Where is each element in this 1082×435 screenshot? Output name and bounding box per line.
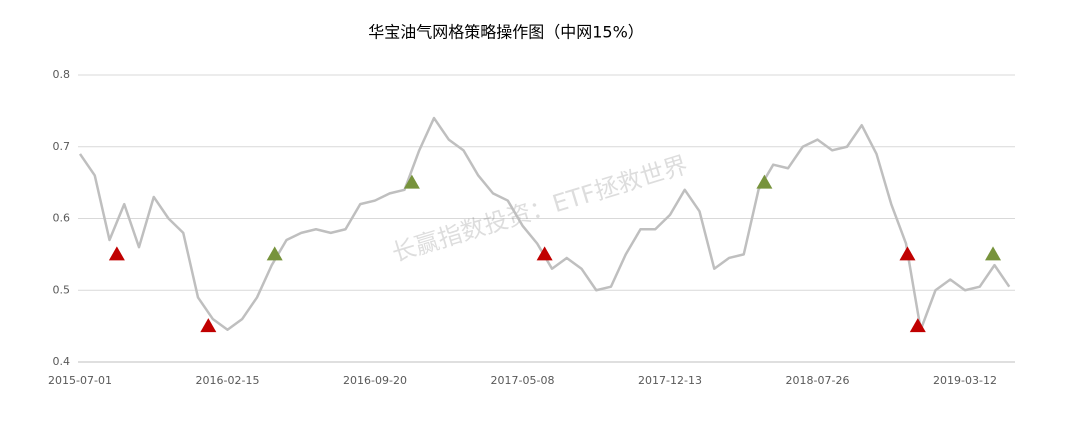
x-tick-label: 2016-02-15 — [196, 374, 260, 387]
trade-marker — [756, 174, 773, 189]
x-tick-label: 2016-09-20 — [343, 374, 407, 387]
x-tick-label: 2018-07-26 — [786, 374, 850, 387]
trade-marker — [909, 318, 926, 333]
trade-marker — [200, 318, 217, 333]
data-line — [78, 116, 1011, 331]
y-tick-label: 0.5 — [53, 283, 71, 296]
trade-marker — [985, 246, 1002, 261]
y-tick-label: 0.8 — [53, 68, 71, 81]
x-tick-label: 2015-07-01 — [48, 374, 112, 387]
trade-marker — [108, 246, 125, 261]
chart-title: 华宝油气网格策略操作图（中网15%） — [368, 23, 644, 42]
y-tick-label: 0.4 — [53, 355, 71, 368]
x-tick-label: 2019-03-12 — [933, 374, 997, 387]
y-tick-label: 0.7 — [53, 140, 71, 153]
x-tick-label: 2017-05-08 — [491, 374, 555, 387]
trade-marker — [403, 174, 420, 189]
y-tick-label: 0.6 — [53, 212, 71, 225]
trade-marker — [899, 246, 916, 261]
x-tick-label: 2017-12-13 — [638, 374, 702, 387]
trade-marker — [266, 246, 283, 261]
trade-marker — [536, 246, 553, 261]
